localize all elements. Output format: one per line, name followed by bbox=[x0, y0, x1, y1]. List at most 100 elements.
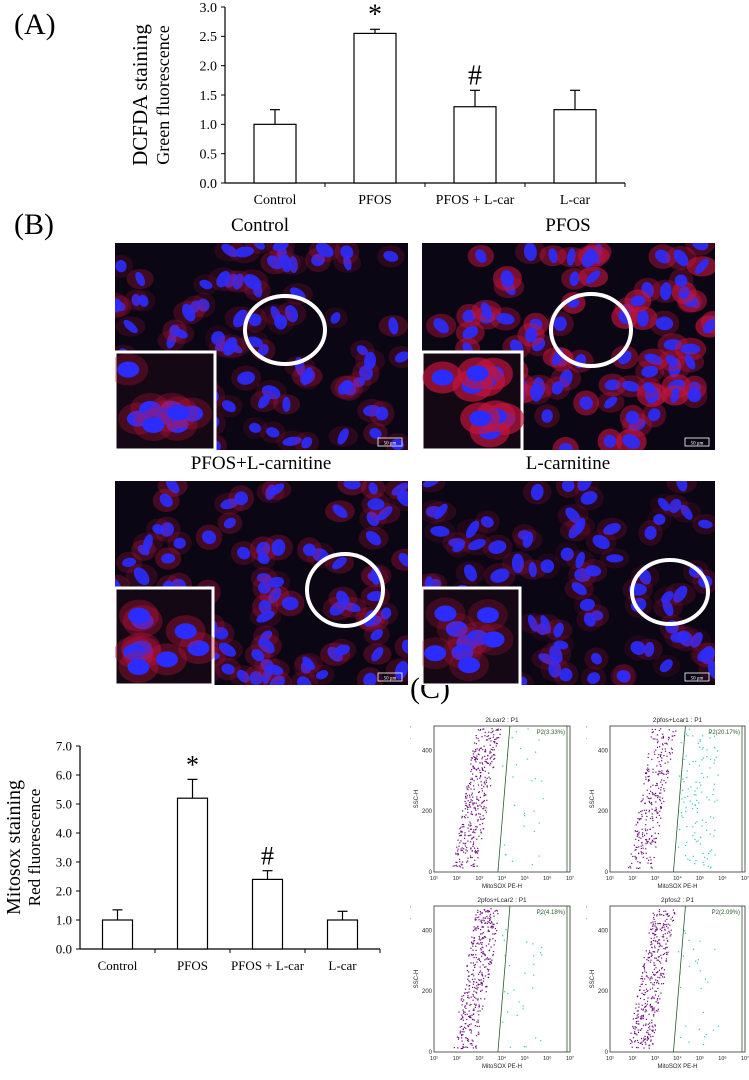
event-dot bbox=[643, 989, 645, 992]
event-dot bbox=[641, 842, 643, 844]
event-dot bbox=[476, 769, 478, 771]
event-dot bbox=[664, 929, 666, 931]
event-dot bbox=[643, 968, 646, 970]
event-dot bbox=[468, 830, 470, 832]
event-dot bbox=[649, 842, 651, 844]
event-dot bbox=[472, 995, 474, 997]
event-dot bbox=[666, 940, 669, 942]
cell-nucleus bbox=[220, 498, 239, 510]
event-dot bbox=[525, 1046, 527, 1048]
event-dot bbox=[480, 948, 482, 950]
event-dot bbox=[461, 847, 463, 849]
event-dot bbox=[636, 1010, 638, 1012]
event-dot bbox=[645, 1024, 647, 1026]
event-dot bbox=[457, 848, 459, 850]
event-dot bbox=[640, 818, 642, 820]
event-dot bbox=[709, 816, 712, 818]
event-dot bbox=[642, 844, 644, 846]
event-dot bbox=[491, 959, 493, 961]
event-dot bbox=[475, 1035, 478, 1037]
event-dot bbox=[454, 865, 456, 867]
event-dot bbox=[478, 835, 480, 837]
event-dot bbox=[645, 971, 647, 974]
event-dot bbox=[699, 940, 701, 942]
event-dot bbox=[670, 918, 672, 920]
event-dot bbox=[526, 941, 528, 943]
event-dot bbox=[666, 743, 668, 745]
event-dot bbox=[657, 976, 659, 978]
cell-nucleus bbox=[199, 279, 213, 290]
cell-nucleus bbox=[249, 671, 264, 685]
y-tick-label: 2.5 bbox=[200, 30, 218, 45]
event-dot bbox=[480, 990, 482, 992]
event-dot bbox=[647, 756, 649, 759]
event-dot bbox=[487, 973, 489, 976]
event-dot bbox=[665, 958, 668, 960]
event-dot bbox=[487, 976, 490, 979]
event-dot bbox=[655, 837, 657, 840]
event-dot bbox=[464, 1014, 466, 1016]
event-dot bbox=[494, 738, 496, 741]
event-dot bbox=[456, 861, 458, 863]
event-dot bbox=[635, 1017, 637, 1020]
event-dot bbox=[662, 934, 664, 936]
event-dot bbox=[495, 738, 497, 740]
event-dot bbox=[679, 829, 681, 831]
event-dot bbox=[655, 784, 657, 787]
y-tick-label: 4.0 bbox=[56, 826, 72, 841]
event-dot bbox=[634, 1028, 636, 1030]
event-dot bbox=[493, 915, 495, 917]
event-dot bbox=[651, 946, 653, 949]
event-dot bbox=[713, 783, 715, 785]
event-dot bbox=[656, 738, 658, 741]
event-dot bbox=[643, 1037, 645, 1039]
cell-nucleus bbox=[540, 615, 551, 634]
event-dot bbox=[655, 846, 657, 848]
event-dot bbox=[468, 955, 470, 957]
event-dot bbox=[699, 781, 701, 784]
event-dot bbox=[476, 758, 478, 760]
event-dot bbox=[644, 828, 646, 830]
cell-nucleus bbox=[604, 379, 621, 391]
event-dot bbox=[481, 989, 483, 991]
event-dot bbox=[457, 1047, 459, 1049]
event-dot bbox=[483, 728, 485, 730]
event-dot bbox=[464, 845, 466, 847]
cell-nucleus bbox=[394, 660, 408, 680]
event-dot bbox=[660, 972, 662, 974]
event-dot bbox=[656, 915, 658, 917]
event-dot bbox=[666, 770, 668, 773]
event-dot bbox=[502, 1021, 504, 1023]
event-dot bbox=[659, 945, 661, 947]
event-dot bbox=[503, 844, 505, 846]
event-dot bbox=[476, 988, 478, 990]
event-dot bbox=[485, 986, 487, 988]
event-dot bbox=[479, 983, 481, 986]
event-dot bbox=[464, 817, 466, 819]
event-dot bbox=[700, 836, 702, 838]
event-dot bbox=[677, 846, 680, 848]
event-dot bbox=[653, 951, 655, 953]
event-dot bbox=[471, 799, 473, 802]
event-dot bbox=[482, 749, 484, 751]
event-dot bbox=[657, 1010, 659, 1012]
event-dot bbox=[646, 1000, 649, 1002]
event-dot bbox=[481, 922, 483, 924]
event-dot bbox=[667, 923, 669, 925]
event-dot bbox=[661, 772, 663, 774]
event-dot bbox=[494, 757, 496, 760]
event-dot bbox=[483, 766, 486, 768]
event-dot bbox=[481, 763, 484, 765]
cell-nucleus bbox=[569, 271, 580, 287]
event-dot bbox=[484, 954, 486, 957]
event-dot bbox=[656, 784, 658, 787]
cell-nucleus bbox=[490, 568, 510, 583]
event-dot bbox=[471, 850, 474, 852]
event-dot bbox=[658, 956, 660, 958]
cell-nucleus bbox=[336, 590, 350, 606]
event-dot bbox=[532, 987, 534, 989]
event-dot bbox=[482, 953, 484, 955]
event-dot bbox=[706, 749, 708, 751]
event-dot bbox=[652, 983, 654, 985]
event-dot bbox=[664, 920, 666, 922]
